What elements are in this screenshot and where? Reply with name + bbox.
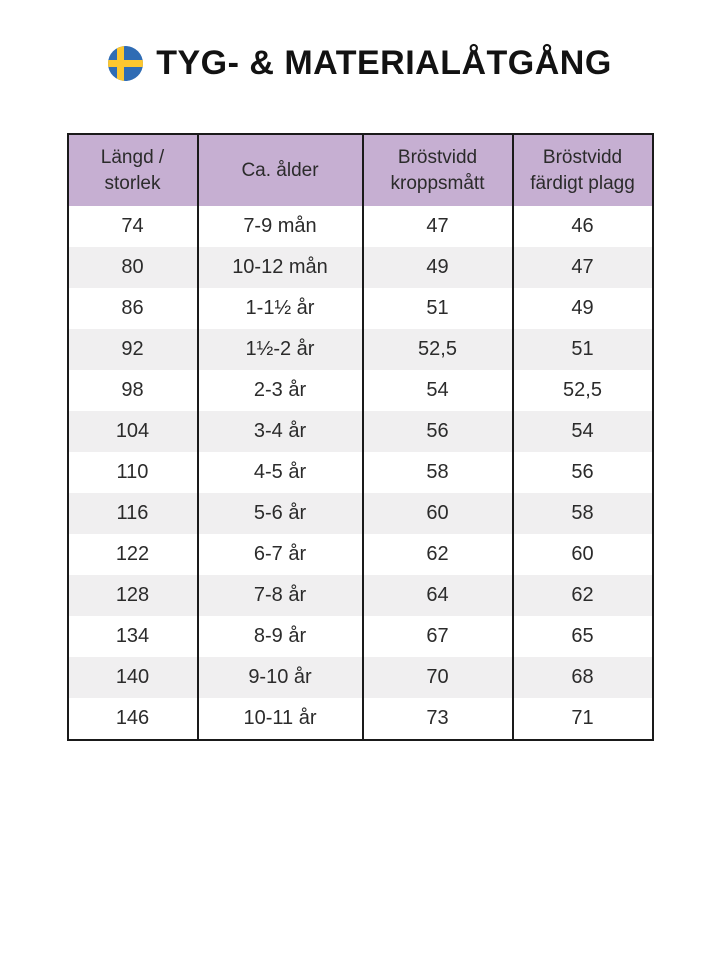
column-header: Längd / storlek	[67, 134, 198, 206]
table-cell: 49	[511, 288, 653, 329]
table-cell: 7-8 år	[196, 575, 363, 616]
table-row: 92 1½-2 år 52,5 51	[67, 329, 653, 370]
table-cell: 128	[67, 575, 198, 616]
table-row: 110 4-5 år 58 56	[67, 452, 653, 493]
page-header: TYG- & MATERIALÅTGÅNG	[0, 40, 720, 86]
table-row: 146 10-11 år 73 71	[67, 698, 653, 740]
table-cell: 51	[361, 288, 513, 329]
column-header: Bröstvidd kroppsmått	[361, 134, 513, 206]
table-cell: 58	[511, 493, 653, 534]
table-cell: 60	[361, 493, 513, 534]
table-cell: 7-9 mån	[196, 206, 363, 247]
table-header-row: Längd / storlek Ca. ålder Bröstvidd kropps…	[67, 134, 653, 206]
table-cell: 67	[361, 616, 513, 657]
table-cell: 71	[511, 698, 653, 740]
table-cell: 9-10 år	[196, 657, 363, 698]
table-cell: 4-5 år	[196, 452, 363, 493]
table-cell: 56	[511, 452, 653, 493]
table-cell: 74	[67, 206, 198, 247]
table-cell: 52,5	[511, 370, 653, 411]
table-cell: 60	[511, 534, 653, 575]
table-row: 86 1-1½ år 51 49	[67, 288, 653, 329]
table-cell: 47	[361, 206, 513, 247]
table-cell: 47	[511, 247, 653, 288]
table-cell: 56	[361, 411, 513, 452]
table-cell: 65	[511, 616, 653, 657]
table-cell: 64	[361, 575, 513, 616]
table-row: 116 5-6 år 60 58	[67, 493, 653, 534]
table-cell: 86	[67, 288, 198, 329]
table-cell: 104	[67, 411, 198, 452]
table-cell: 110	[67, 452, 198, 493]
table-cell: 146	[67, 698, 198, 740]
table-row: 140 9-10 år 70 68	[67, 657, 653, 698]
flag-cross-horizontal	[108, 59, 144, 67]
table-cell: 122	[67, 534, 198, 575]
table-cell: 92	[67, 329, 198, 370]
size-chart-table: Längd / storlek Ca. ålder Bröstvidd kropps…	[66, 133, 654, 741]
table-cell: 8-9 år	[196, 616, 363, 657]
table-cell: 58	[361, 452, 513, 493]
table-cell: 2-3 år	[196, 370, 363, 411]
swedish-flag-icon	[108, 45, 144, 81]
table-cell: 98	[67, 370, 198, 411]
column-header: Ca. ålder	[196, 134, 363, 206]
table-row: 74 7-9 mån 47 46	[67, 206, 653, 247]
table-head: Längd / storlek Ca. ålder Bröstvidd kropps…	[67, 134, 653, 206]
table-cell: 46	[511, 206, 653, 247]
table-cell: 54	[361, 370, 513, 411]
table-row: 80 10-12 mån 49 47	[67, 247, 653, 288]
table-row: 122 6-7 år 62 60	[67, 534, 653, 575]
table-cell: 140	[67, 657, 198, 698]
column-header: Bröstvidd färdigt plagg	[511, 134, 653, 206]
table-cell: 10-12 mån	[196, 247, 363, 288]
table-cell: 10-11 år	[196, 698, 363, 740]
table-row: 134 8-9 år 67 65	[67, 616, 653, 657]
table-cell: 49	[361, 247, 513, 288]
table-cell: 6-7 år	[196, 534, 363, 575]
table-cell: 62	[511, 575, 653, 616]
table-cell: 62	[361, 534, 513, 575]
table-cell: 54	[511, 411, 653, 452]
table-row: 104 3-4 år 56 54	[67, 411, 653, 452]
table-row: 128 7-8 år 64 62	[67, 575, 653, 616]
table-cell: 134	[67, 616, 198, 657]
table-body: 74 7-9 mån 47 46 80 10-12 mån 49 47 86 1-1½ år 51 4…	[67, 206, 653, 740]
table-cell: 1-1½ år	[196, 288, 363, 329]
table-cell: 73	[361, 698, 513, 740]
table-cell: 116	[67, 493, 198, 534]
table-cell: 70	[361, 657, 513, 698]
table-cell: 51	[511, 329, 653, 370]
table-cell: 80	[67, 247, 198, 288]
table-cell: 5-6 år	[196, 493, 363, 534]
table-row: 98 2-3 år 54 52,5	[67, 370, 653, 411]
page-title: TYG- & MATERIALÅTGÅNG	[156, 43, 612, 82]
table-cell: 52,5	[361, 329, 513, 370]
table-cell: 1½-2 år	[196, 329, 363, 370]
table-cell: 3-4 år	[196, 411, 363, 452]
table-cell: 68	[511, 657, 653, 698]
